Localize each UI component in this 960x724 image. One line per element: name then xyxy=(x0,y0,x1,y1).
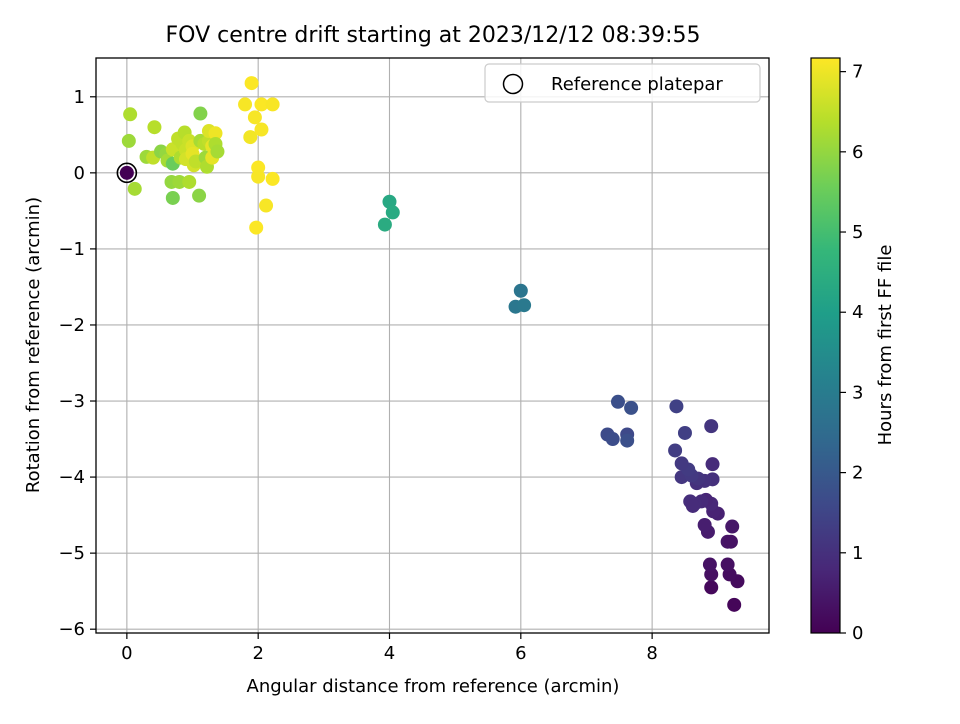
y-tick-label: −6 xyxy=(58,619,85,640)
data-point xyxy=(247,110,262,125)
x-tick-label: 0 xyxy=(121,643,132,664)
chart-title: FOV centre drift starting at 2023/12/12 … xyxy=(166,23,701,48)
data-point xyxy=(705,457,720,472)
x-tick-label: 4 xyxy=(384,643,395,664)
data-point xyxy=(265,97,280,112)
colorbar-label: Hours from first FF file xyxy=(875,245,896,446)
y-axis-ticks: 1 0 −1 −2 −3 −4 −5 −6 xyxy=(58,87,96,640)
colorbar-frame xyxy=(810,57,841,634)
legend-box xyxy=(484,63,761,103)
legend-marker xyxy=(502,73,524,95)
data-point xyxy=(182,174,197,189)
colorbar-tick-label: 3 xyxy=(852,382,863,403)
data-point xyxy=(517,298,532,313)
y-tick-label: −3 xyxy=(58,391,85,412)
data-point xyxy=(677,425,692,440)
colorbar-ticks: 0 1 2 3 4 5 6 7 xyxy=(840,62,863,644)
y-tick-label: −2 xyxy=(58,315,85,336)
data-point xyxy=(702,557,717,572)
data-point xyxy=(377,217,392,232)
colorbar-tick-label: 5 xyxy=(852,222,863,243)
data-point xyxy=(254,97,269,112)
colorbar-tick-label: 0 xyxy=(852,623,863,644)
data-point xyxy=(605,432,620,447)
data-point xyxy=(610,394,625,409)
x-tick-label: 2 xyxy=(252,643,263,664)
colorbar: 0 1 2 3 4 5 6 7 Hours from first FF file xyxy=(810,57,896,644)
data-point xyxy=(669,399,684,414)
y-tick-label: −4 xyxy=(58,467,85,488)
data-point xyxy=(382,194,397,209)
data-point xyxy=(165,190,180,205)
reference-marker xyxy=(116,162,138,184)
data-point xyxy=(210,144,225,159)
data-point xyxy=(697,517,712,532)
x-tick-label: 6 xyxy=(515,643,526,664)
data-point xyxy=(720,557,735,572)
y-tick-label: −1 xyxy=(58,239,85,260)
data-point xyxy=(704,580,719,595)
data-point xyxy=(172,174,187,189)
data-point xyxy=(244,76,259,91)
data-points xyxy=(119,76,745,612)
legend-entry: Reference platepar xyxy=(551,74,723,95)
data-point xyxy=(208,126,223,141)
data-point xyxy=(385,205,400,220)
data-point xyxy=(513,283,528,298)
y-tick-label: 1 xyxy=(74,87,85,108)
x-axis-ticks: 0 2 4 6 8 xyxy=(121,633,658,664)
colorbar-tick-label: 1 xyxy=(852,543,863,564)
data-point xyxy=(725,519,740,534)
grid-lines xyxy=(96,58,769,633)
data-point xyxy=(674,456,689,471)
data-point xyxy=(259,198,274,213)
reference-platepar-marker xyxy=(116,162,138,184)
y-tick-label: 0 xyxy=(74,163,85,184)
y-tick-label: −5 xyxy=(58,543,85,564)
data-point xyxy=(123,107,138,122)
data-point xyxy=(704,419,719,434)
data-point xyxy=(727,597,742,612)
data-point xyxy=(243,130,258,145)
data-point xyxy=(620,433,635,448)
x-axis-label: Angular distance from reference (arcmin) xyxy=(247,676,620,697)
data-point xyxy=(723,534,738,549)
data-point xyxy=(119,165,134,180)
plot-frame xyxy=(95,57,770,634)
data-point xyxy=(265,171,280,186)
data-point xyxy=(254,122,269,137)
data-point xyxy=(238,97,253,112)
data-point xyxy=(251,169,266,184)
data-point xyxy=(624,400,639,415)
data-point xyxy=(147,120,162,135)
colorbar-tick-label: 6 xyxy=(852,142,863,163)
data-point xyxy=(127,181,142,196)
data-point xyxy=(668,443,683,458)
legend: Reference platepar xyxy=(484,63,761,103)
colorbar-tick-label: 7 xyxy=(852,62,863,83)
colorbar-tick-label: 2 xyxy=(852,463,863,484)
data-point xyxy=(121,133,136,148)
data-point xyxy=(685,498,700,513)
x-tick-label: 8 xyxy=(646,643,657,664)
data-point xyxy=(193,106,208,121)
data-point xyxy=(192,188,207,203)
y-axis-label: Rotation from reference (arcmin) xyxy=(23,197,44,493)
data-point xyxy=(249,220,264,235)
colorbar-tick-label: 4 xyxy=(852,302,863,323)
colorbar-gradient xyxy=(811,58,840,633)
